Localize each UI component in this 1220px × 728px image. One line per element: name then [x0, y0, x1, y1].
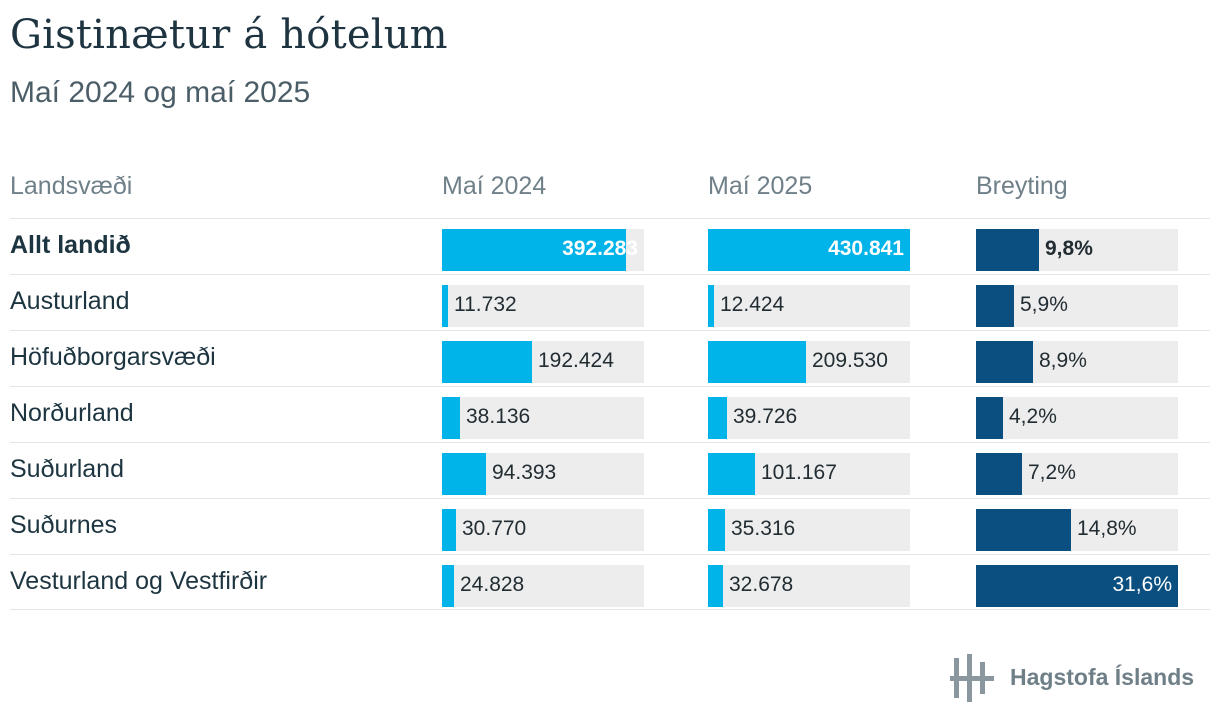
region-label: Suðurnes: [10, 511, 118, 539]
change-value: 8,9%: [1039, 349, 1087, 372]
table-row: Austurland 11.732 12.424 5,9%: [10, 274, 1210, 330]
may-2025-bar: [708, 565, 723, 607]
table-row: Norðurland 38.136 39.726 4,2%: [10, 386, 1210, 442]
may-2024-track: 392.283: [442, 229, 644, 271]
may-2024-value: 94.393: [492, 461, 557, 484]
change-bar: [976, 565, 1178, 607]
may-2024-track: 24.828: [442, 565, 644, 607]
change-value: 14,8%: [1077, 517, 1137, 540]
region-label: Norðurland: [10, 399, 134, 427]
may-2024-value: 24.828: [460, 573, 525, 596]
may-2024-track: 192.424: [442, 341, 644, 383]
chart-title: Gistinætur á hótelum: [10, 12, 448, 58]
may-2024-bar: [442, 341, 532, 383]
change-bar: [976, 397, 1003, 439]
hagstofa-logo: Hagstofa Íslands: [950, 652, 1210, 702]
may-2025-track: 209.530: [708, 341, 910, 383]
may-2024-bar: [442, 509, 456, 551]
may-2025-bar: [708, 397, 727, 439]
region-label: Suðurland: [10, 455, 124, 483]
change-track: 31,6%: [976, 565, 1178, 607]
may-2025-value: 209.530: [812, 349, 888, 372]
may-2025-track: 430.841: [708, 229, 910, 271]
may-2024-value: 192.424: [538, 349, 614, 372]
may-2024-track: 38.136: [442, 397, 644, 439]
region-label: Allt landið: [10, 231, 131, 259]
change-bar: [976, 229, 1039, 271]
change-track: 7,2%: [976, 453, 1178, 495]
region-label: Austurland: [10, 287, 130, 315]
may-2025-track: 39.726: [708, 397, 910, 439]
may-2025-track: 32.678: [708, 565, 910, 607]
header-may-2025: Maí 2025: [708, 172, 813, 200]
change-track: 5,9%: [976, 285, 1178, 327]
table-row: Vesturland og Vestfirðir 24.828 32.678 31,6…: [10, 554, 1210, 610]
change-track: 4,2%: [976, 397, 1178, 439]
may-2024-bar: [442, 397, 460, 439]
region-label: Höfuðborgarsvæði: [10, 343, 216, 371]
may-2024-bar: [442, 453, 486, 495]
may-2024-value: 392.283: [562, 237, 638, 260]
chart-subtitle: Maí 2024 og maí 2025: [10, 76, 311, 109]
hagstofa-logo-icon: [950, 654, 994, 702]
may-2025-track: 101.167: [708, 453, 910, 495]
region-label: Vesturland og Vestfirðir: [10, 567, 268, 595]
may-2024-value: 11.732: [454, 293, 517, 316]
change-bar: [976, 509, 1071, 551]
may-2024-track: 94.393: [442, 453, 644, 495]
table-row: Suðurland 94.393 101.167 7,2%: [10, 442, 1210, 498]
header-change: Breyting: [976, 172, 1068, 200]
change-bar: [976, 341, 1033, 383]
change-value: 4,2%: [1009, 405, 1057, 428]
change-value: 5,9%: [1020, 293, 1068, 316]
table-row: Allt landið 392.283 430.841 9,8%: [10, 218, 1210, 274]
may-2024-value: 38.136: [466, 405, 531, 428]
change-bar: [976, 285, 1014, 327]
may-2024-track: 30.770: [442, 509, 644, 551]
may-2024-bar: [442, 565, 454, 607]
may-2024-bar: [442, 285, 448, 327]
may-2025-bar: [708, 341, 806, 383]
change-track: 8,9%: [976, 341, 1178, 383]
logo-text: Hagstofa Íslands: [1010, 664, 1195, 690]
may-2025-bar: [708, 509, 725, 551]
may-2025-track: 12.424: [708, 285, 910, 327]
change-track: 14,8%: [976, 509, 1178, 551]
change-value: 7,2%: [1028, 461, 1076, 484]
table-row: Höfuðborgarsvæði 192.424 209.530 8,9%: [10, 330, 1210, 386]
may-2025-value: 32.678: [729, 573, 794, 596]
change-value: 9,8%: [1045, 237, 1093, 260]
may-2025-value: 35.316: [731, 517, 796, 540]
header-region: Landsvæði: [10, 172, 133, 200]
header-may-2024: Maí 2024: [442, 172, 547, 200]
may-2025-bar: [708, 229, 910, 271]
change-value: 31,6%: [1112, 573, 1172, 596]
change-bar: [976, 453, 1022, 495]
may-2024-bar: [442, 229, 626, 271]
table-row: Suðurnes 30.770 35.316 14,8%: [10, 498, 1210, 554]
change-track: 9,8%: [976, 229, 1178, 271]
may-2025-track: 35.316: [708, 509, 910, 551]
may-2025-value: 12.424: [720, 293, 785, 316]
may-2025-bar: [708, 453, 755, 495]
may-2025-bar: [708, 285, 714, 327]
may-2025-value: 101.167: [761, 461, 837, 484]
may-2025-value: 39.726: [733, 405, 798, 428]
may-2024-value: 30.770: [462, 517, 527, 540]
may-2024-track: 11.732: [442, 285, 644, 327]
may-2025-value: 430.841: [828, 237, 904, 260]
